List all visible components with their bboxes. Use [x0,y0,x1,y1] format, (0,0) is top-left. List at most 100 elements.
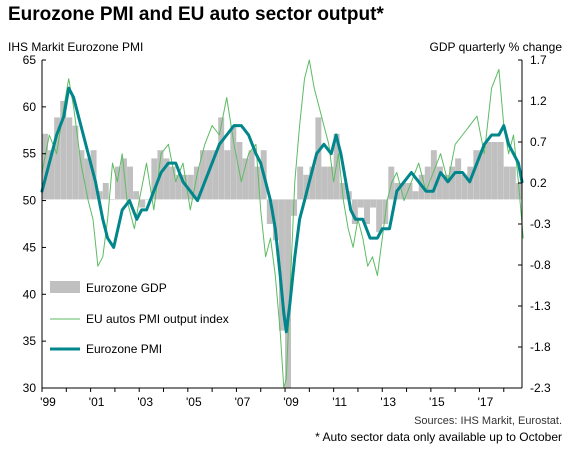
gdp-bar-2009Q1 [285,199,291,388]
sources-note: Sources: IHS Markit, Eurostat. [414,415,562,427]
gdp-bar-2002Q3 [127,166,134,200]
gdp-bar-2014Q1 [406,183,413,200]
gdp-bar-2001Q3 [102,183,109,200]
left-tick-label: 55 [23,147,37,161]
right-tick-label: 0.7 [530,135,547,149]
gdp-bar-2000Q3 [78,150,85,200]
gdp-bar-2004Q4 [181,174,188,200]
gdp-bar-2010Q4 [327,166,334,200]
gdp-bar-2018Q1 [503,166,510,200]
gdp-bar-2012Q1 [357,199,364,208]
legend-autos-label: EU autos PMI output index [86,312,229,326]
gdp-bars [42,101,522,388]
gdp-bar-2009Q4 [303,174,310,200]
gdp-bar-2005Q3 [199,150,206,200]
footnote: * Auto sector data only available up to … [315,430,562,444]
gdp-bar-2012Q4 [376,199,383,233]
gdp-bar-2015Q4 [449,166,456,200]
gdp-bar-2016Q4 [473,150,480,200]
left-tick-label: 30 [23,381,37,395]
gdp-bar-2017Q1 [479,150,486,200]
legend: Eurozone GDP EU autos PMI output index Eur… [50,281,229,356]
gdp-bar-2012Q3 [370,199,377,208]
gdp-bar-2011Q4 [351,199,358,224]
right-tick-label: -1.8 [530,340,551,354]
chart-title: Eurozone PMI and EU auto sector output* [8,4,384,25]
gdp-bar-2007Q4 [254,166,261,200]
x-tick-label: '11 [332,395,347,409]
x-tick-label: '15 [429,395,445,409]
gdp-bar-2003Q2 [145,199,152,200]
x-tick-label: '09 [283,395,299,409]
right-tick-label: 1.7 [530,53,547,67]
gdp-bar-2015Q3 [443,174,449,200]
left-tick-label: 50 [23,194,37,208]
gdp-bar-2007Q3 [248,150,255,200]
gdp-bar-2013Q4 [400,183,407,200]
gdp-bar-2006Q1 [212,150,219,200]
gdp-bar-1999Q2 [48,150,55,200]
left-tick-label: 60 [23,100,37,114]
gdp-bar-2008Q4 [278,199,285,331]
gdp-bar-2005Q2 [193,166,200,200]
gdp-bar-2016Q1 [455,158,462,200]
right-tick-label: -2.3 [530,381,551,395]
gdp-bar-2006Q4 [230,125,237,200]
legend-pmi-label: Eurozone PMI [86,342,162,356]
gdp-bar-2017Q3 [491,142,498,200]
gdp-bar-2006Q2 [218,117,225,200]
legend-gdp-label: Eurozone GDP [86,281,167,295]
gdp-bar-2015Q1 [430,150,437,200]
gdp-bar-1999Q4 [60,101,67,200]
right-tick-label: 0.2 [530,176,547,190]
gdp-bar-2016Q2 [461,174,468,200]
gdp-bar-2004Q2 [169,166,176,200]
gdp-bar-2007Q2 [242,158,249,200]
left-tick-label: 35 [23,334,37,348]
gdp-bar-2000Q1 [66,117,73,200]
gdp-bar-1999Q3 [54,117,61,200]
gdp-bar-2004Q1 [163,158,170,200]
gdp-bar-2009Q3 [297,166,304,200]
left-tick-label: 65 [23,53,37,67]
gdp-bar-2015Q2 [436,166,443,200]
gdp-bar-2006Q3 [224,150,231,200]
gdp-bar-2017Q2 [485,142,492,200]
gdp-bar-2010Q1 [309,166,316,200]
right-axis-title: GDP quarterly % change [429,40,562,54]
x-tick-label: '99 [40,395,56,409]
right-tick-label: -0.3 [530,217,551,231]
gdp-bar-2002Q1 [114,166,121,200]
gdp-bar-2008Q3 [272,199,279,241]
gdp-bar-2003Q1 [139,199,146,208]
gdp-bar-2001Q4 [108,199,115,200]
pmi-series [40,86,524,334]
gdp-bar-2000Q4 [84,158,91,200]
gdp-bar-2014Q2 [412,191,419,200]
gdp-bar-2002Q4 [133,191,140,200]
axes-layer: 65 60 55 50 45 40 35 30 1.7 1.2 0.7 0.2 -0.3 -0.8 -1.3… [23,53,551,409]
pmi-line [40,86,524,334]
gdp-bar-2014Q4 [424,166,431,200]
gdp-bar-2002Q2 [120,158,127,200]
legend-gdp-swatch [50,281,80,293]
gdp-bar-2004Q3 [175,174,182,200]
gdp-bar-2010Q2 [315,117,322,200]
x-tick-label: '13 [380,395,396,409]
x-tick-label: '01 [89,395,105,409]
gdp-bar-1999Q1 [42,133,48,200]
x-tick-label: '17 [478,395,494,409]
left-axis-title: IHS Markit Eurozone PMI [8,40,144,54]
gdp-bar-2005Q1 [187,174,194,200]
gdp-bar-2003Q3 [151,158,158,200]
gdp-bar-2001Q2 [96,191,103,200]
gdp-bar-2008Q2 [266,199,273,224]
gdp-bar-2018Q2 [509,166,516,200]
gdp-bar-2010Q3 [321,166,328,200]
right-tick-label: 1.2 [530,94,547,108]
right-tick-label: -1.3 [530,299,551,313]
gdp-bar-2000Q2 [72,125,79,200]
left-tick-label: 40 [23,287,37,301]
gdp-bar-2012Q2 [364,199,370,224]
